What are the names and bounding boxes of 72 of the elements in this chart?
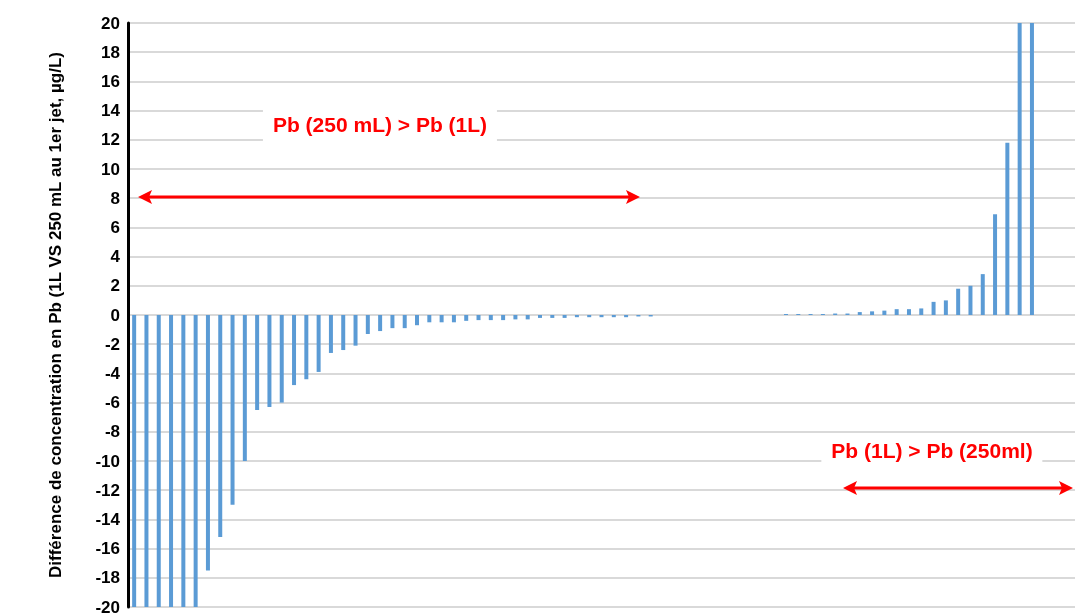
bar (205, 315, 210, 571)
y-tick-label: 18 (101, 42, 120, 62)
bar (316, 315, 321, 372)
bar (365, 315, 370, 334)
annotation: Pb (250 mL) > Pb (1L) (262, 107, 498, 143)
y-tick-label: -10 (95, 451, 120, 471)
bar (562, 315, 567, 318)
y-tick-label: 14 (101, 101, 121, 121)
bar (501, 315, 506, 321)
bar (193, 315, 198, 607)
bar (132, 315, 137, 607)
y-tick-label: -14 (95, 509, 121, 529)
y-tick-label: -16 (95, 539, 120, 559)
y-tick-label: -6 (104, 393, 120, 413)
bar (230, 315, 235, 505)
y-tick-label: -8 (104, 422, 120, 442)
bar (1005, 142, 1010, 315)
bar (402, 315, 407, 329)
y-tick-label: 8 (110, 188, 120, 208)
bar (894, 309, 899, 315)
bar (857, 312, 862, 315)
y-tick-label: 6 (110, 217, 120, 237)
bar (906, 309, 911, 315)
y-tick-label: -4 (104, 363, 121, 383)
y-axis-title: Différence de concentration en Pb (1L VS 250 mL au 1er jet, µg/L) (45, 52, 65, 578)
y-tick-label: 20 (101, 13, 120, 33)
y-tick-label: -20 (95, 597, 120, 616)
bar (476, 315, 481, 321)
y-tick-label: -18 (95, 568, 120, 588)
bar (353, 315, 358, 346)
y-tick-label: 2 (110, 276, 120, 296)
bar (328, 315, 333, 353)
bar (341, 315, 346, 351)
bar (427, 315, 432, 323)
bar (1017, 23, 1022, 315)
bar (218, 315, 223, 537)
y-tick-label: -2 (104, 334, 120, 354)
bar (181, 315, 186, 607)
bar (279, 315, 284, 403)
bar (464, 315, 469, 321)
bar (993, 214, 998, 315)
bar (292, 315, 297, 386)
bar (378, 315, 383, 332)
bar (169, 315, 174, 607)
y-tick-label: 10 (101, 159, 120, 179)
y-tick-label: 12 (101, 130, 120, 150)
bar (451, 315, 456, 323)
bar (439, 315, 444, 323)
bar (919, 308, 924, 315)
y-tick-label: 0 (110, 305, 120, 325)
bar (267, 315, 272, 407)
bar (980, 274, 985, 315)
bar (1029, 23, 1034, 315)
bar (870, 311, 875, 315)
bar (255, 315, 260, 410)
y-tick-label: -12 (95, 480, 120, 500)
y-tick-label: 4 (110, 247, 121, 267)
bar (538, 315, 543, 318)
bar (550, 315, 555, 318)
annotation: Pb (1L) > Pb (250ml) (821, 433, 1043, 469)
bar (144, 315, 149, 607)
bar (156, 315, 161, 607)
bar (242, 315, 247, 461)
y-tick-label: 16 (101, 71, 120, 91)
bar (390, 315, 395, 329)
bar (304, 315, 309, 380)
bar (931, 301, 936, 315)
bar (488, 315, 493, 321)
bar (956, 288, 961, 315)
bar (968, 285, 973, 315)
bar (943, 300, 948, 315)
bar (415, 315, 420, 326)
